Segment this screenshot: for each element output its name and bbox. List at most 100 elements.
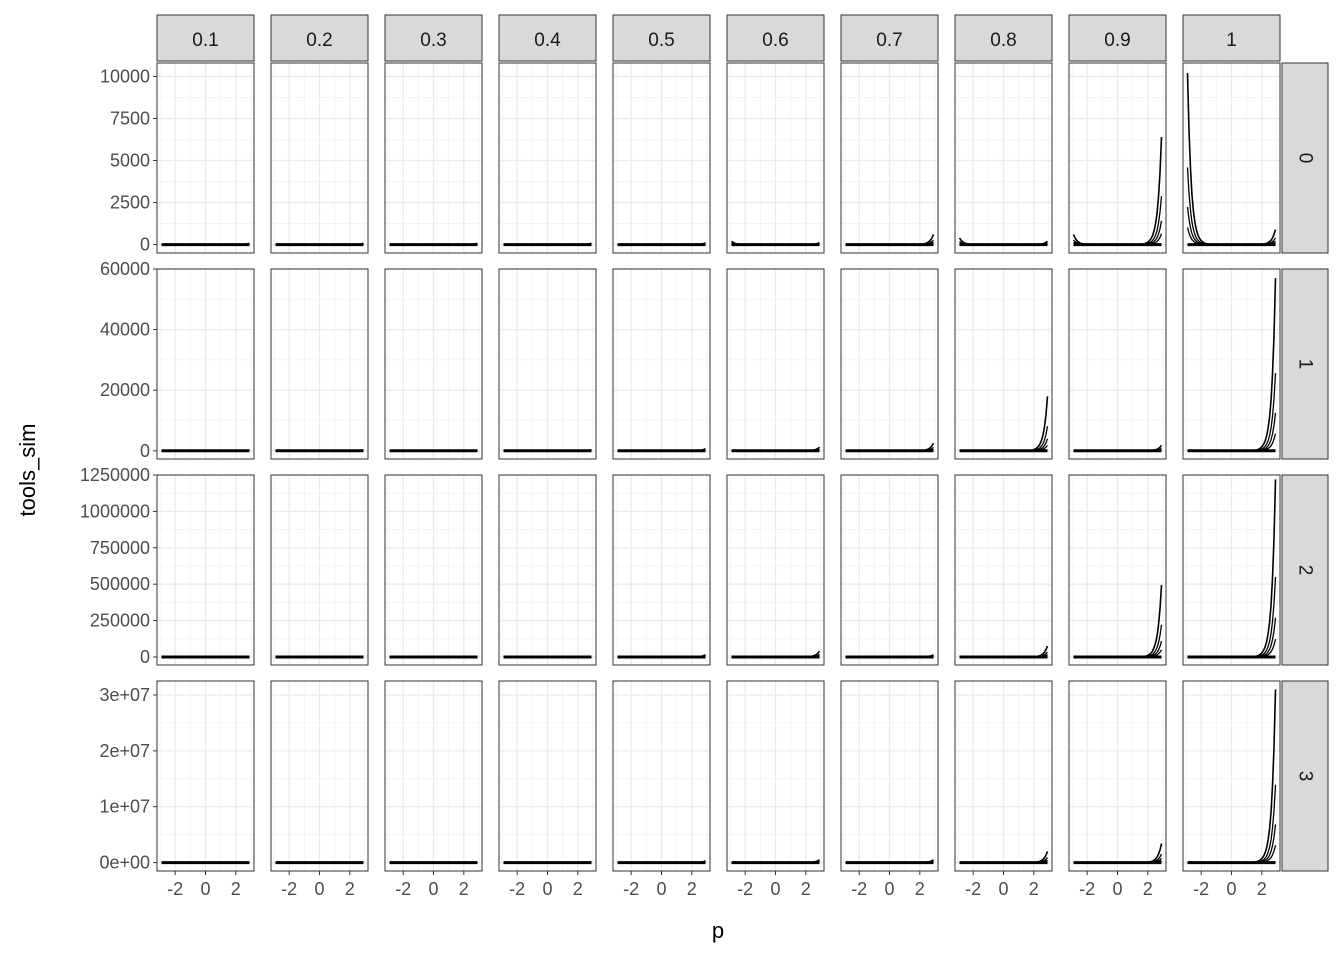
panel-r4-c2 [270,680,369,872]
panel-r3-c9 [1068,474,1167,666]
panel-border [384,62,483,254]
panel-border [840,62,939,254]
data-line-series-4 [1187,845,1277,864]
panel-r1-c4 [498,62,597,254]
column-strip-label-4: 0.4 [534,30,561,51]
column-strip-6 [726,14,825,62]
x-tick-label: 0 [542,879,552,899]
data-line-series-4 [1187,639,1277,658]
panel-border [156,62,255,254]
y-tick-label-row2: 20000 [100,380,150,400]
data-line-series-4 [959,860,1048,864]
panel-r1-c6 [726,62,825,254]
row-strip-2 [1281,268,1329,460]
data-line-series-4 [959,243,1048,246]
x-tick-label: 2 [1257,879,1267,899]
data-line-series-4 [1073,233,1163,246]
data-line-series-4 [845,242,934,246]
column-strip-label-2: 0.2 [306,30,332,51]
panel-r2-c3 [384,268,483,460]
x-tick-label: 0 [428,879,438,899]
panel-border [1182,62,1281,254]
panel-border [612,62,711,254]
x-axis-title: p [712,918,724,943]
x-tick-label: 0 [314,879,324,899]
panel-border [840,474,939,666]
panel-r1-c10 [1182,62,1281,254]
panel-border [1068,268,1167,460]
panel-border [726,268,825,460]
panel-r2-c10 [1182,268,1281,460]
y-tick-label-row1: 0 [140,235,150,255]
panel-r3-c6 [726,474,825,666]
panel-r4-c6 [726,680,825,872]
panel-r2-c5 [612,268,711,460]
data-line-series-4 [959,655,1048,658]
x-tick-label: -2 [1079,879,1095,899]
x-tick-label: -2 [509,879,525,899]
column-strip-label-5: 0.5 [648,30,674,51]
x-tick-label: 0 [656,879,666,899]
panel-border [1068,474,1167,666]
x-tick-label: 2 [915,879,925,899]
panel-r1-c8 [954,62,1053,254]
column-strip-label-6: 0.6 [762,30,788,51]
y-tick-label-row1: 2500 [110,193,150,213]
panel-r2-c7 [840,268,939,460]
y-tick-label-row1: 7500 [110,108,150,128]
x-tick-label: 0 [884,879,894,899]
panel-r3-c4 [498,474,597,666]
panel-border [612,474,711,666]
data-line-series-4 [959,444,1048,452]
panel-r2-c1 [156,268,255,460]
y-tick-label-row2: 60000 [100,259,150,279]
column-strip-10 [1182,14,1281,62]
panel-r4-c3 [384,680,483,872]
row-strip-label-1: 0 [1295,153,1316,164]
panel-r3-c10 [1182,474,1281,666]
x-tick-label: -2 [851,879,867,899]
panel-border [726,62,825,254]
y-tick-label-row1: 5000 [110,151,150,171]
column-strip-label-1: 0.1 [192,30,218,51]
y-tick-label-row3: 250000 [90,611,150,631]
panel-border [612,268,711,460]
data-line-series-4 [1073,449,1162,452]
panel-border [726,474,825,666]
y-tick-label-row3: 1000000 [80,501,150,521]
panel-r1-c5 [612,62,711,254]
y-tick-label-row4: 0e+00 [99,853,150,873]
panel-border [840,268,939,460]
x-tick-label: -2 [965,879,981,899]
row-strip-label-3: 2 [1295,565,1316,576]
x-tick-label: 2 [231,879,241,899]
panel-r3-c3 [384,474,483,666]
x-tick-label: -2 [395,879,411,899]
panel-r4-c8 [954,680,1053,872]
x-tick-label: 2 [1143,879,1153,899]
data-line-series-4 [731,655,820,658]
panel-r2-c4 [498,268,597,460]
x-tick-label: 2 [459,879,469,899]
panel-r3-c5 [612,474,711,666]
panel-r1-c2 [270,62,369,254]
column-strip-label-8: 0.8 [990,30,1016,51]
panel-border [384,474,483,666]
panel-border [498,268,597,460]
panel-r1-c1 [156,62,255,254]
y-tick-label-row1: 10000 [100,66,150,86]
panel-r2-c2 [270,268,369,460]
column-strip-label-3: 0.3 [420,30,446,51]
row-strip-3 [1281,474,1329,666]
y-tick-label-row4: 2e+07 [99,741,150,761]
panel-r4-c4 [498,680,597,872]
row-strip-label-4: 3 [1295,771,1316,782]
panel-border [156,474,255,666]
panel-r4-c10 [1182,680,1281,872]
x-tick-label: 0 [200,879,210,899]
column-strip-label-7: 0.7 [876,30,902,51]
y-tick-label-row2: 0 [140,441,150,461]
panel-r2-c6 [726,268,825,460]
panel-border [270,268,369,460]
panel-r3-c1 [156,474,255,666]
